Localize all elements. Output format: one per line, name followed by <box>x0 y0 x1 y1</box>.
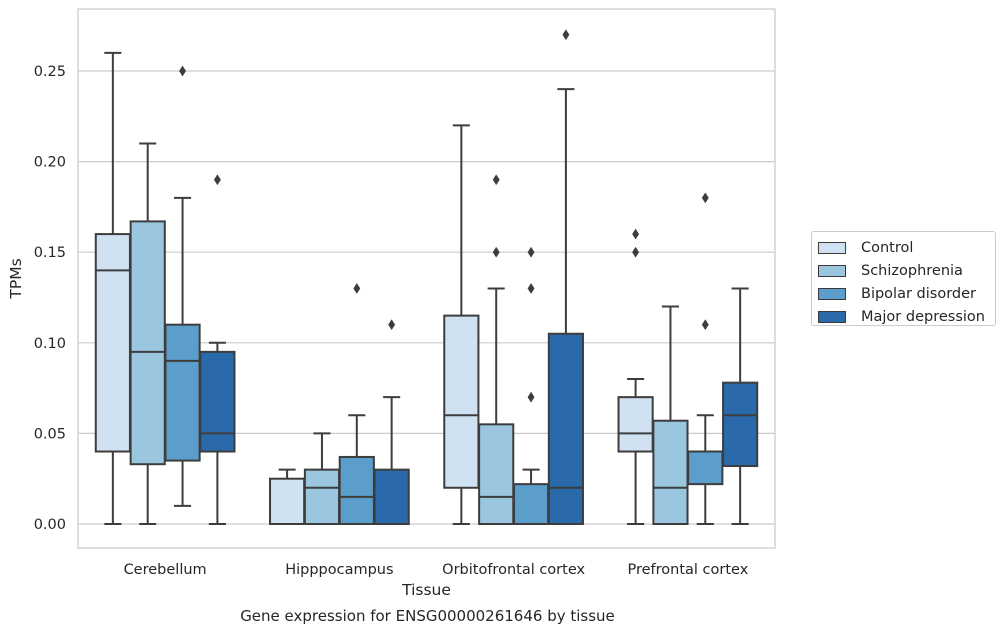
box <box>722 381 759 468</box>
box <box>199 350 236 453</box>
legend-item-bipolar-disorder: Bipolar disorder <box>818 282 995 305</box>
y-tick-label: 0.15 <box>34 245 66 261</box>
outlier-point <box>388 319 396 331</box>
legend-item-control: Control <box>818 236 995 259</box>
legend-item-major-depression: Major depression <box>818 305 995 328</box>
legend-label-schizophrenia: Schizophrenia <box>861 262 963 279</box>
outlier-point <box>527 282 535 294</box>
x-tick-label: Orbitofrontal cortex <box>442 562 585 578</box>
outlier-point <box>701 319 709 331</box>
box <box>338 455 375 525</box>
legend-item-schizophrenia: Schizophrenia <box>818 259 995 282</box>
chart-caption: Gene expression for ENSG00000261646 by t… <box>240 607 615 625</box>
legend-swatch-schizophrenia <box>818 264 846 277</box>
box <box>129 220 166 466</box>
legend-swatch-major-depression <box>818 310 846 323</box>
outlier-point <box>701 192 709 204</box>
outlier-point <box>632 228 640 240</box>
legend-swatch-control <box>818 241 846 254</box>
legend-swatch-bipolar-disorder <box>818 287 846 300</box>
y-tick-label: 0.10 <box>34 336 66 352</box>
outlier-point <box>562 29 570 41</box>
box <box>94 233 131 453</box>
box <box>303 468 341 526</box>
box <box>443 314 480 489</box>
outlier-point <box>492 246 500 258</box>
outlier-point <box>632 246 640 258</box>
outlier-point <box>213 174 221 186</box>
y-axis-label: TPMs <box>7 258 25 299</box>
outlier-point <box>527 246 535 258</box>
box <box>373 468 410 526</box>
outlier-point <box>179 65 187 77</box>
x-tick-label: Prefrontal cortex <box>627 562 748 578</box>
box <box>547 332 584 525</box>
y-tick-label: 0.25 <box>34 64 66 80</box>
legend-label-control: Control <box>861 239 914 256</box>
y-tick-label: 0.05 <box>34 426 66 442</box>
x-tick-label: Cerebellum <box>124 562 207 578</box>
box <box>652 419 689 525</box>
plot-frame <box>77 8 776 549</box>
x-axis-label: Tissue <box>401 581 451 599</box>
y-tick-label: 0.00 <box>34 517 66 533</box>
outlier-point <box>527 391 535 403</box>
legend-label-major-depression: Major depression <box>861 308 985 325</box>
x-tick-label: Hipppocampus <box>285 562 393 578</box>
outlier-point <box>353 282 361 294</box>
legend: Control Schizophrenia Bipolar disorder M… <box>811 231 996 326</box>
box <box>687 450 724 486</box>
legend-label-bipolar-disorder: Bipolar disorder <box>861 285 976 302</box>
box <box>512 483 550 525</box>
box <box>164 323 201 462</box>
outlier-point <box>492 174 500 186</box>
box <box>269 477 306 526</box>
box <box>478 423 515 525</box>
y-tick-label: 0.20 <box>34 155 66 171</box>
box <box>617 396 654 453</box>
